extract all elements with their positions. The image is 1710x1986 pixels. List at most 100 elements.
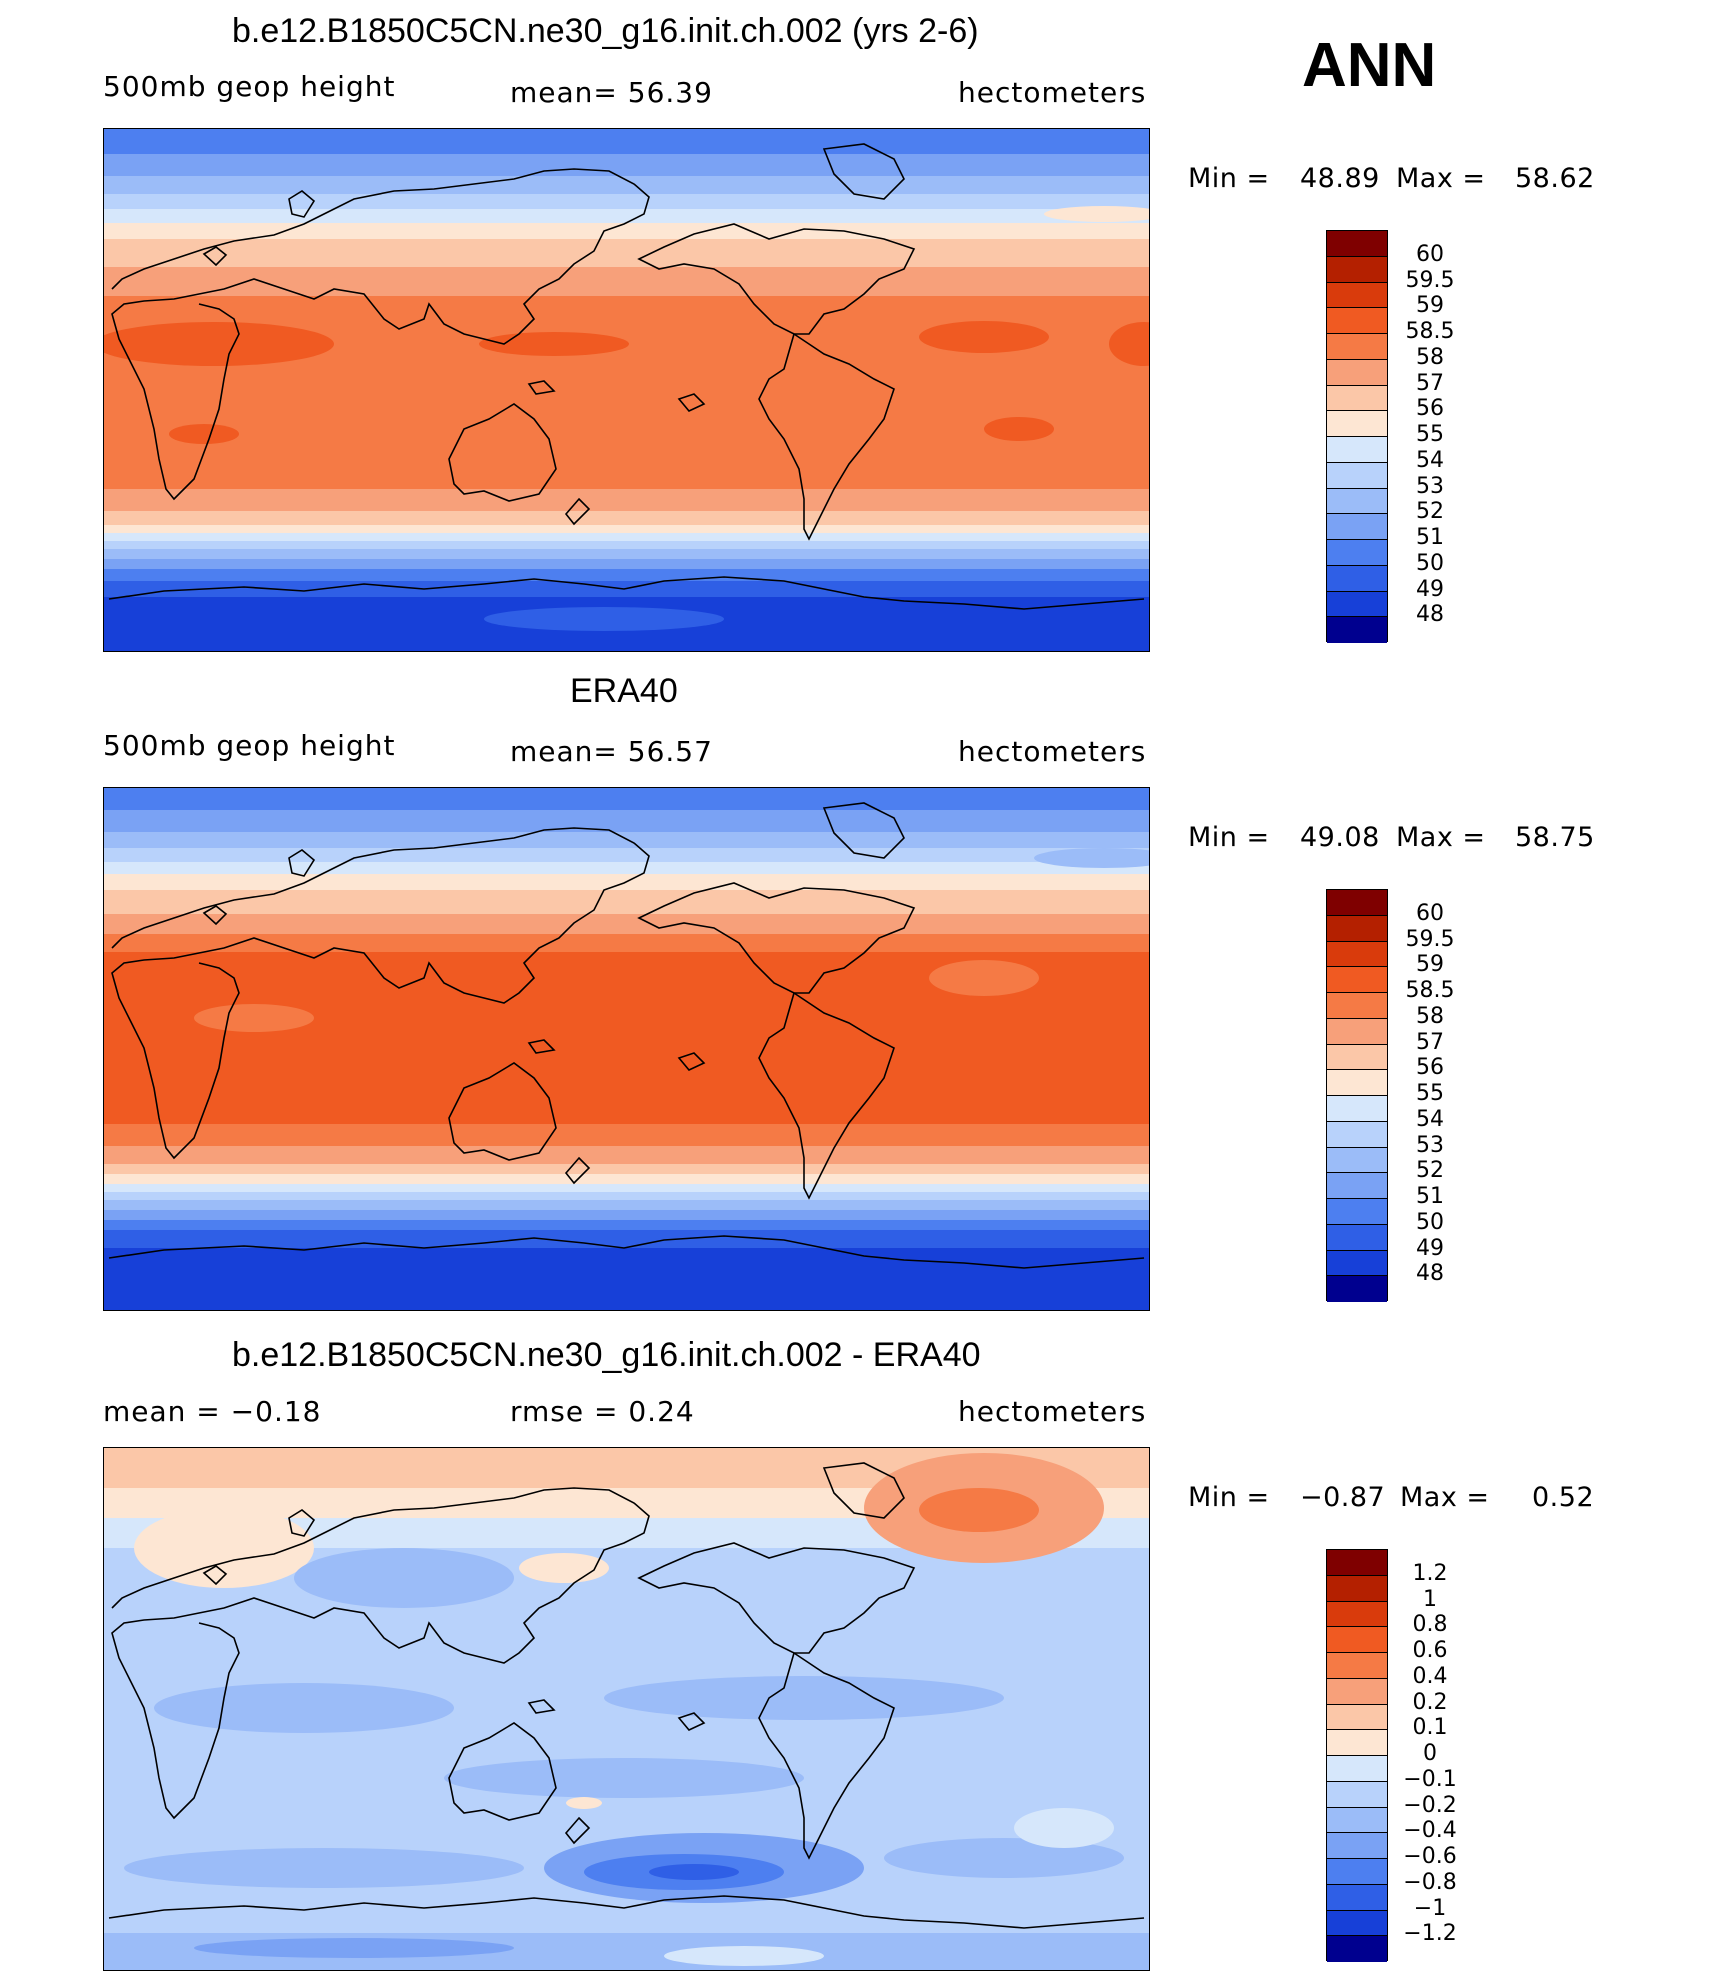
colorbar-swatch	[1327, 1250, 1387, 1277]
colorbar-swatch	[1327, 359, 1387, 386]
colorbar-tick-label: 55	[1416, 422, 1444, 447]
colorbar-swatch	[1327, 1575, 1387, 1602]
panel-3-min-value: −0.87	[1300, 1482, 1386, 1513]
colorbar-tick-label: 57	[1416, 370, 1444, 396]
colorbar-swatch	[1327, 1910, 1387, 1937]
panel-3-map-svg	[104, 1448, 1149, 1970]
panel-1-max-label: Max =	[1396, 163, 1486, 194]
colorbar-tick-label: 0.1	[1412, 1715, 1448, 1741]
colorbar-tick-label: 52	[1416, 1158, 1444, 1184]
colorbar-swatch	[1327, 1276, 1387, 1302]
panel-1-title: b.e12.B1850C5CN.ne30_g16.init.ch.002 (yr…	[232, 12, 979, 50]
colorbar-tick-label: 50	[1416, 550, 1444, 576]
colorbar-tick-label: 58	[1416, 344, 1444, 370]
colorbar-swatch	[1327, 1756, 1387, 1782]
colorbar-swatch	[1327, 993, 1387, 1019]
colorbar-swatch	[1327, 1147, 1387, 1174]
panel-1-colorbar	[1326, 230, 1388, 643]
colorbar-tick-label: 59	[1416, 952, 1444, 978]
colorbar-tick-label: 49	[1416, 576, 1444, 602]
colorbar-tick-label: 1.2	[1412, 1560, 1448, 1586]
colorbar-swatch	[1327, 1601, 1387, 1628]
colorbar-tick-label: 57	[1416, 1029, 1444, 1055]
colorbar-tick-label: 50	[1416, 1209, 1444, 1235]
colorbar-tick-label: 59.5	[1405, 926, 1455, 952]
colorbar-tick-label: 53	[1416, 473, 1444, 499]
panel-3-min-label: Min =	[1188, 1482, 1270, 1513]
panel-3-max-value: 0.52	[1532, 1482, 1595, 1513]
colorbar-tick-label: 54	[1416, 447, 1444, 473]
colorbar-swatch	[1327, 1018, 1387, 1045]
colorbar-swatch	[1327, 411, 1387, 437]
panel-3-colorbar	[1326, 1549, 1388, 1962]
colorbar-tick-label: −0.4	[1403, 1818, 1457, 1844]
panel-1-variable-label: 500mb geop height	[103, 70, 396, 103]
panel-2-map-svg	[104, 788, 1149, 1310]
panel-1-mean-label: mean= 56.39	[510, 76, 713, 109]
panel-2-title: ERA40	[570, 672, 678, 710]
panel-2-min-value: 49.08	[1300, 822, 1380, 853]
colorbar-swatch	[1327, 890, 1387, 916]
colorbar-tick-label: 53	[1416, 1132, 1444, 1158]
colorbar-tick-label: 48	[1416, 1261, 1444, 1287]
colorbar-swatch	[1327, 1781, 1387, 1808]
colorbar-swatch	[1327, 334, 1387, 360]
colorbar-tick-label: 58	[1416, 1003, 1444, 1029]
colorbar-tick-label: 60	[1416, 241, 1444, 267]
panel-3-map	[103, 1447, 1150, 1971]
panel-2-variable-label: 500mb geop height	[103, 729, 396, 762]
colorbar-swatch	[1327, 282, 1387, 309]
colorbar-swatch	[1327, 385, 1387, 412]
colorbar-swatch	[1327, 1627, 1387, 1653]
colorbar-tick-label: −0.6	[1403, 1844, 1457, 1869]
colorbar-tick-label: −0.2	[1403, 1792, 1457, 1818]
colorbar-tick-label: 51	[1416, 1184, 1444, 1209]
colorbar-swatch	[1327, 1884, 1387, 1911]
panel-2-max-value: 58.75	[1515, 822, 1595, 853]
panel-1-min-label: Min =	[1188, 163, 1270, 194]
panel-3-units-label: hectometers	[958, 1395, 1147, 1428]
panel-2-units-label: hectometers	[958, 735, 1147, 768]
colorbar-tick-label: 56	[1416, 1055, 1444, 1081]
colorbar-swatch	[1327, 1070, 1387, 1096]
colorbar-swatch	[1327, 1550, 1387, 1576]
colorbar-swatch	[1327, 1678, 1387, 1705]
panel-3-rmse-label: rmse = 0.24	[510, 1395, 695, 1428]
panel-3-title: b.e12.B1850C5CN.ne30_g16.init.ch.002 - E…	[232, 1336, 981, 1374]
colorbar-swatch	[1327, 231, 1387, 257]
colorbar-tick-label: 59.5	[1405, 267, 1455, 293]
panel-1-units-label: hectometers	[958, 76, 1147, 109]
colorbar-tick-label: 58.5	[1405, 978, 1455, 1003]
colorbar-tick-label: 58.5	[1405, 319, 1455, 344]
panel-1-max-value: 58.62	[1515, 163, 1595, 194]
colorbar-tick-label: 0	[1423, 1741, 1437, 1766]
colorbar-swatch	[1327, 437, 1387, 463]
colorbar-swatch	[1327, 514, 1387, 540]
colorbar-swatch	[1327, 256, 1387, 283]
colorbar-tick-label: 52	[1416, 499, 1444, 525]
colorbar-tick-label: 59	[1416, 293, 1444, 319]
colorbar-swatch	[1327, 462, 1387, 489]
panel-1-map	[103, 128, 1150, 652]
panel-3-max-label: Max =	[1400, 1482, 1490, 1513]
colorbar-tick-label: 0.6	[1412, 1638, 1448, 1663]
colorbar-swatch	[1327, 1121, 1387, 1148]
colorbar-tick-label: 0.8	[1412, 1612, 1448, 1638]
colorbar-swatch	[1327, 308, 1387, 334]
colorbar-swatch	[1327, 967, 1387, 993]
panel-2-min-label: Min =	[1188, 822, 1270, 853]
season-label: ANN	[1302, 31, 1437, 100]
panel-1-map-svg	[104, 129, 1149, 651]
colorbar-tick-label: −0.1	[1403, 1766, 1457, 1792]
colorbar-swatch	[1327, 540, 1387, 566]
panel-2-mean-label: mean= 56.57	[510, 735, 713, 768]
colorbar-tick-label: 0.2	[1412, 1689, 1448, 1715]
colorbar-swatch	[1327, 1653, 1387, 1679]
colorbar-tick-label: 1	[1423, 1586, 1437, 1612]
panel-3-mean-label: mean = −0.18	[103, 1395, 322, 1428]
colorbar-swatch	[1327, 1173, 1387, 1199]
colorbar-tick-label: 0.4	[1412, 1663, 1448, 1689]
colorbar-swatch	[1327, 1704, 1387, 1731]
colorbar-swatch	[1327, 1224, 1387, 1251]
colorbar-swatch	[1327, 565, 1387, 592]
